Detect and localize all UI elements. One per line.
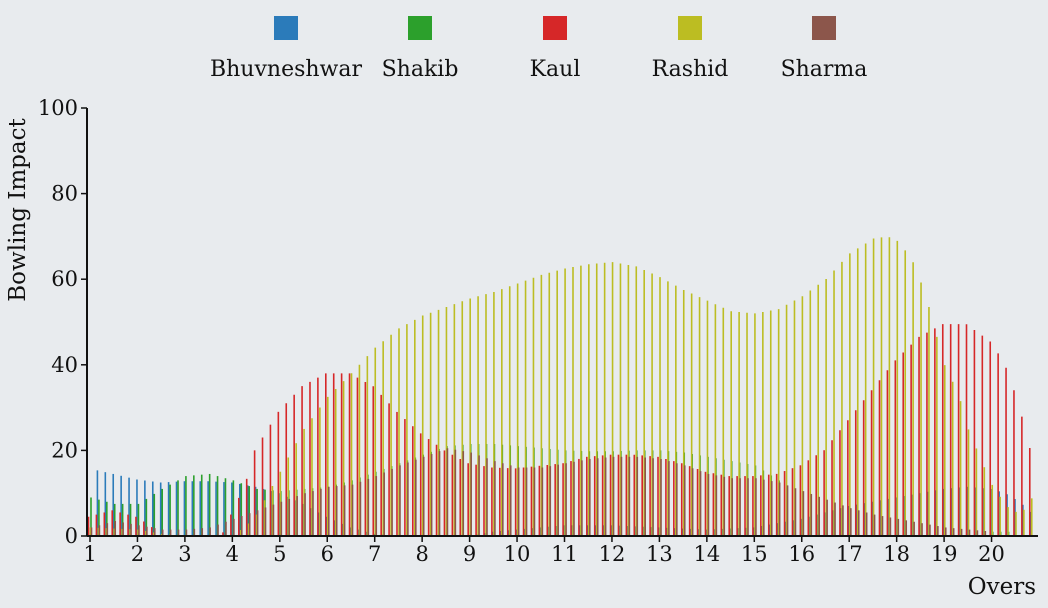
series-rashid bbox=[89, 237, 1033, 536]
legend-swatch-bhuvneshwar bbox=[274, 16, 298, 40]
y-tick-label: 100 bbox=[38, 96, 78, 120]
x-tick-label: 2 bbox=[131, 542, 144, 566]
y-tick-label: 80 bbox=[51, 182, 78, 206]
legend-swatch-shakib bbox=[408, 16, 432, 40]
y-tick-label: 20 bbox=[51, 438, 78, 462]
x-tick-label: 7 bbox=[368, 542, 381, 566]
series-kaul bbox=[87, 324, 1031, 536]
legend-label-sharma: Sharma bbox=[781, 57, 868, 82]
legend-label-bhuvneshwar: Bhuvneshwar bbox=[210, 57, 363, 82]
x-axis-title: Overs bbox=[968, 574, 1036, 600]
y-tick-label: 60 bbox=[51, 267, 78, 291]
legend-label-shakib: Shakib bbox=[382, 57, 459, 82]
x-tick-label: 17 bbox=[836, 542, 863, 566]
series-bhuvneshwar bbox=[96, 470, 1032, 536]
legend-swatch-sharma bbox=[812, 16, 836, 40]
legend-swatch-kaul bbox=[543, 16, 567, 40]
x-tick-label: 11 bbox=[551, 542, 578, 566]
x-tick-label: 8 bbox=[415, 542, 428, 566]
axes-layer bbox=[86, 108, 1038, 537]
y-tick-label: 0 bbox=[65, 524, 78, 548]
x-tick-label: 10 bbox=[504, 542, 531, 566]
x-tick-label: 19 bbox=[931, 542, 958, 566]
x-tick-label: 18 bbox=[883, 542, 910, 566]
x-tick-label: 5 bbox=[273, 542, 286, 566]
legend-swatch-rashid bbox=[678, 16, 702, 40]
y-axis-title: Bowling Impact bbox=[5, 118, 31, 302]
legend: Bhuvneshwar Shakib Kaul Rashid Sharma bbox=[210, 16, 867, 82]
x-tick-label: 9 bbox=[463, 542, 476, 566]
x-tick-label: 3 bbox=[178, 542, 191, 566]
series-sharma bbox=[90, 448, 987, 536]
x-tick-label: 20 bbox=[978, 542, 1005, 566]
x-tick-label: 15 bbox=[741, 542, 768, 566]
x-tick-label: 6 bbox=[321, 542, 334, 566]
legend-label-rashid: Rashid bbox=[652, 57, 729, 82]
y-tick-label: 40 bbox=[51, 353, 78, 377]
bars-layer bbox=[87, 237, 1033, 536]
x-tick-label: 13 bbox=[646, 542, 673, 566]
x-tick-label: 14 bbox=[693, 542, 720, 566]
x-tick-label: 4 bbox=[226, 542, 239, 566]
x-tick-label: 16 bbox=[788, 542, 815, 566]
x-tick-label: 12 bbox=[599, 542, 626, 566]
legend-label-kaul: Kaul bbox=[530, 57, 581, 82]
x-tick-label: 1 bbox=[83, 542, 96, 566]
